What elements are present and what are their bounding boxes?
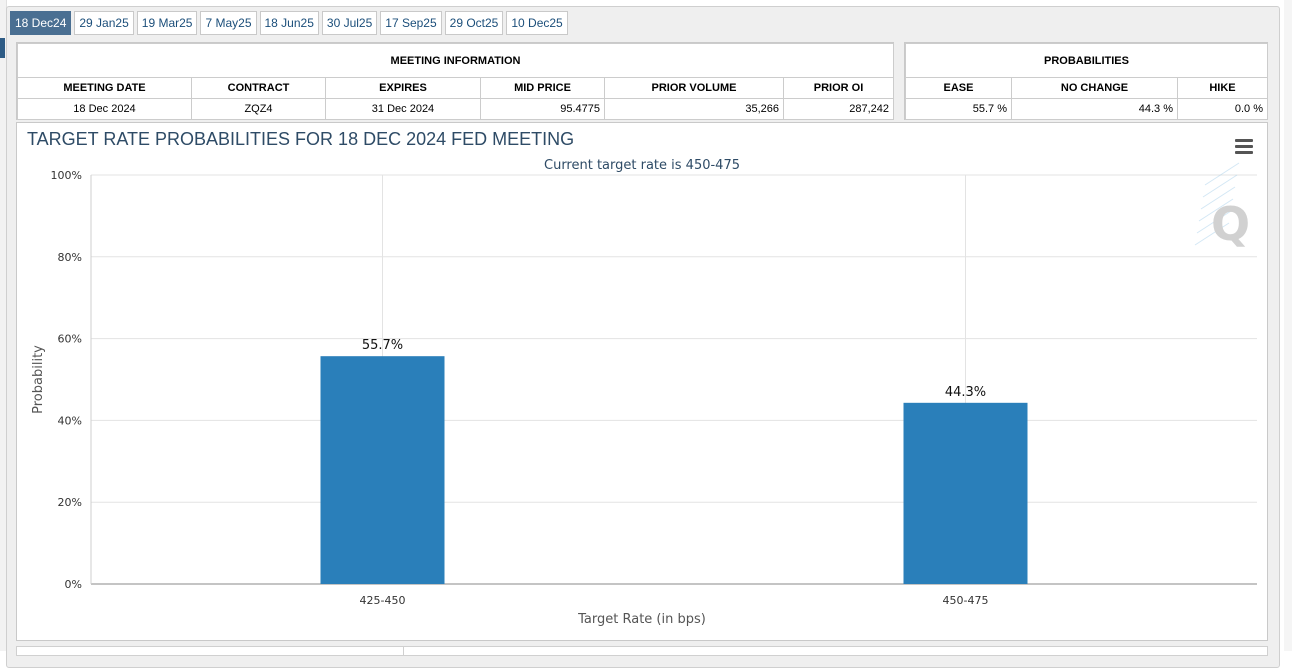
col-ease: EASE — [905, 77, 1012, 99]
tab-30-jul25[interactable]: 30 Jul25 — [321, 11, 378, 35]
svg-text:Q: Q — [1211, 197, 1250, 251]
meeting-tabs: 18 Dec24 29 Jan25 19 Mar25 7 May25 18 Ju… — [10, 11, 568, 35]
cell-expires: 31 Dec 2024 — [325, 98, 481, 120]
y-tick-label: 0% — [65, 578, 82, 591]
col-prior-oi: PRIOR OI — [782, 77, 895, 99]
cell-hike: 0.0 % — [1176, 98, 1269, 120]
col-contract: CONTRACT — [191, 77, 326, 99]
x-tick-label: 425-450 — [360, 594, 406, 607]
probabilities-table: PROBABILITIES EASE NO CHANGE HIKE 55.7 %… — [904, 43, 1269, 120]
meeting-info-table: MEETING INFORMATION MEETING DATE CONTRAC… — [16, 43, 895, 120]
y-tick-label: 40% — [58, 414, 82, 427]
tab-18-dec24[interactable]: 18 Dec24 — [10, 11, 72, 35]
meeting-info-panel: MEETING INFORMATION MEETING DATE CONTRAC… — [16, 42, 895, 120]
x-axis-title: Target Rate (in bps) — [577, 612, 706, 627]
probabilities-panel: PROBABILITIES EASE NO CHANGE HIKE 55.7 %… — [904, 42, 1269, 120]
y-tick-label: 60% — [58, 333, 82, 346]
x-tick-label: 450-475 — [943, 594, 989, 607]
cell-ease: 55.7 % — [905, 98, 1012, 120]
tab-29-oct25[interactable]: 29 Oct25 — [444, 11, 504, 35]
bar — [903, 402, 1028, 584]
right-edge — [1284, 0, 1292, 651]
tab-7-may25[interactable]: 7 May25 — [200, 11, 257, 35]
col-hike: HIKE — [1176, 77, 1269, 99]
chart-title: TARGET RATE PROBABILITIES FOR 18 DEC 202… — [27, 129, 575, 149]
cell-prior-volume: 35,266 — [604, 98, 784, 120]
bar-chart: 0% 20% 40% 60% 80% 100% 55.7% 425-450 44.3% 450-4… — [31, 158, 1257, 627]
hamburger-menu-icon[interactable] — [1235, 139, 1253, 155]
col-mid-price: MID PRICE — [480, 77, 605, 99]
table-row: 55.7 % 44.3 % 0.0 % — [905, 98, 1269, 120]
y-axis-title: Probability — [31, 345, 46, 414]
chart-panel: TARGET RATE PROBABILITIES FOR 18 DEC 202… — [16, 122, 1268, 641]
bar-data-label: 44.3% — [945, 385, 986, 400]
bar-data-label: 55.7% — [362, 338, 403, 353]
cell-meeting-date: 18 Dec 2024 — [17, 98, 192, 120]
meeting-info-title: MEETING INFORMATION — [16, 43, 895, 78]
cell-no-change: 44.3 % — [1011, 98, 1178, 120]
tab-19-mar25[interactable]: 19 Mar25 — [136, 11, 198, 35]
bar — [320, 356, 445, 584]
chart-subtitle: Current target rate is 450-475 — [544, 158, 740, 173]
sidebar-marker — [0, 38, 5, 58]
tab-17-sep25[interactable]: 17 Sep25 — [380, 11, 442, 35]
col-meeting-date: MEETING DATE — [17, 77, 192, 99]
col-expires: EXPIRES — [325, 77, 481, 99]
tab-18-jun25[interactable]: 18 Jun25 — [259, 11, 319, 35]
y-tick-label: 20% — [58, 496, 82, 509]
bottom-panel-strip — [16, 646, 1268, 656]
col-prior-volume: PRIOR VOLUME — [604, 77, 784, 99]
cell-prior-oi: 287,242 — [782, 98, 895, 120]
cell-mid-price: 95.4775 — [480, 98, 605, 120]
table-row: 18 Dec 2024 ZQZ4 31 Dec 2024 95.4775 35,… — [17, 98, 895, 120]
tab-10-dec25[interactable]: 10 Dec25 — [506, 11, 568, 35]
probabilities-title: PROBABILITIES — [904, 43, 1269, 78]
y-tick-label: 100% — [51, 169, 82, 182]
col-no-change: NO CHANGE — [1011, 77, 1178, 99]
cell-contract: ZQZ4 — [191, 98, 326, 120]
q-logo-icon: Q — [1194, 162, 1250, 251]
tab-29-jan25[interactable]: 29 Jan25 — [74, 11, 134, 35]
y-tick-label: 80% — [58, 251, 82, 264]
